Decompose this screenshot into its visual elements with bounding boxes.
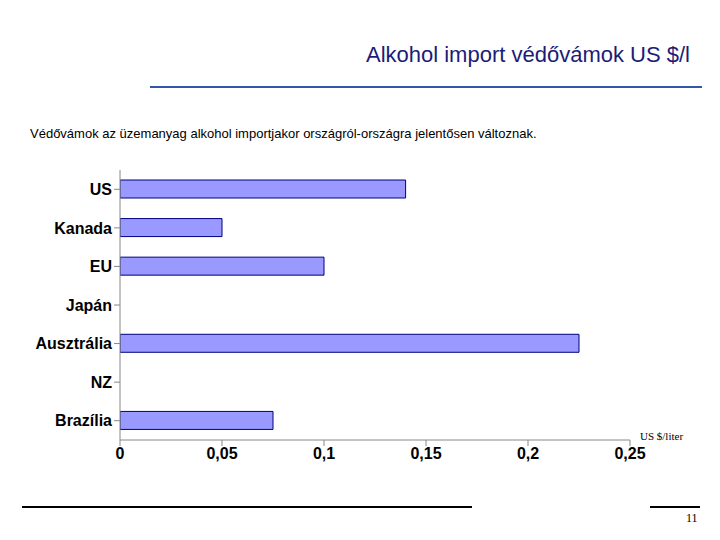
html-text:11: 11 [686, 511, 698, 525]
svg-text:0,15: 0,15 [410, 445, 441, 462]
svg-text:0,05: 0,05 [206, 445, 237, 462]
svg-text:0,2: 0,2 [517, 445, 539, 462]
svg-text:US: US [90, 181, 113, 198]
html-text:Védővámok az üzemanyag alkohol: Védővámok az üzemanyag alkohol importjak… [30, 126, 537, 141]
html-text:US $/liter: US $/liter [640, 430, 684, 442]
svg-text:Ausztrália: Ausztrália [36, 335, 113, 352]
svg-text:0: 0 [116, 445, 125, 462]
svg-text:NZ: NZ [91, 374, 113, 391]
svg-text:0,25: 0,25 [614, 445, 645, 462]
svg-text:Kanada: Kanada [54, 220, 112, 237]
svg-text:Brazília: Brazília [55, 412, 112, 429]
html-text:Alkohol import védővámok US $/: Alkohol import védővámok US $/l [366, 42, 690, 67]
svg-text:0,1: 0,1 [313, 445, 335, 462]
svg-text:Japán: Japán [66, 297, 112, 314]
svg-text:EU: EU [90, 258, 112, 275]
